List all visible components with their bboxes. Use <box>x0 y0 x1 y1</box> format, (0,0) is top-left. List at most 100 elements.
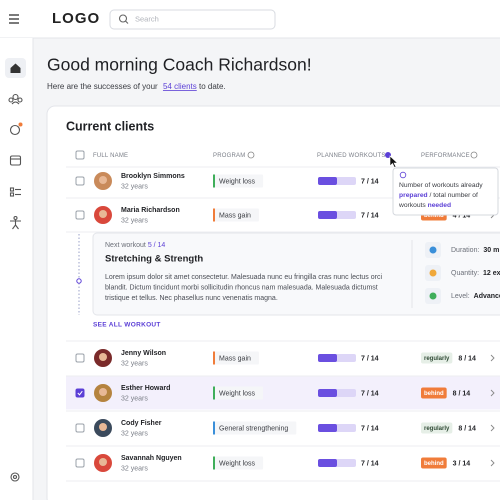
search-box[interactable] <box>109 9 276 30</box>
tooltip-text: / total number of <box>429 192 477 199</box>
tooltip-box <box>392 167 499 216</box>
row-checkbox[interactable] <box>75 210 85 220</box>
next-workout: Next workout 5 / 14 <box>105 242 165 249</box>
nav-exercise[interactable] <box>10 215 21 230</box>
program-bar <box>213 208 215 222</box>
program-badge <box>213 421 297 435</box>
detail-value: Advance <box>474 293 500 300</box>
tooltip-line: prepared / total number of <box>399 192 478 199</box>
avatar-face <box>99 210 107 218</box>
workout-description: Lorem ipsum dolor sit amet consectetur. … <box>105 274 382 281</box>
performance-badge <box>421 422 453 434</box>
row-checkbox[interactable] <box>75 388 85 398</box>
performance-badge <box>421 457 447 469</box>
clients-link[interactable]: 54 clients <box>163 82 197 91</box>
program-bar <box>213 351 215 365</box>
planned-workouts: 7 / 14 <box>361 178 379 185</box>
avatar-face <box>99 423 107 431</box>
program: Mass gain <box>219 212 251 219</box>
detail-label: Quantity: <box>451 270 479 277</box>
performance-badge <box>421 387 447 399</box>
greeting-subtitle: Here are the successes of your 54 client… <box>47 82 226 91</box>
client-age: 32 years <box>121 217 148 224</box>
program-badge <box>213 174 264 188</box>
avatar-face <box>99 388 107 396</box>
info-icon[interactable] <box>470 151 478 159</box>
planned-workouts: 7 / 14 <box>361 390 379 397</box>
nav-team[interactable] <box>8 93 23 105</box>
performance-badge <box>421 352 453 364</box>
column-header: FULL NAME <box>93 153 128 159</box>
program-badge <box>213 208 259 222</box>
row-checkbox[interactable] <box>75 176 85 186</box>
card-title: Current clients <box>66 119 154 133</box>
row-chevron[interactable] <box>490 354 495 362</box>
row-chevron[interactable] <box>490 459 495 467</box>
nav-calendar[interactable] <box>9 155 22 166</box>
nav-settings[interactable] <box>10 472 20 482</box>
program: Weight loss <box>219 460 256 467</box>
performance: 3 / 14 <box>453 460 471 467</box>
tooltip-text: workouts <box>398 202 426 209</box>
progress-fill <box>318 389 337 397</box>
detail-icon-glyph <box>429 269 437 277</box>
subtitle-text: Here are the successes of your <box>47 82 158 91</box>
search-icon <box>118 14 128 23</box>
performance-status: regularly <box>424 426 450 432</box>
program-bar <box>213 386 215 400</box>
row-checkbox[interactable] <box>75 423 85 433</box>
performance-status: regularly <box>424 356 450 362</box>
progress-fill <box>318 424 337 432</box>
see-all-link[interactable]: SEE ALL WORKOUT <box>93 322 161 329</box>
info-icon[interactable] <box>247 151 255 159</box>
next-workout-value: 5 / 14 <box>148 242 166 249</box>
workout-panel <box>92 232 500 316</box>
program: General strengthening <box>219 425 288 432</box>
row-chevron[interactable] <box>490 424 495 432</box>
tooltip-text: Number of workouts already <box>399 182 483 189</box>
planned-workouts: 7 / 14 <box>361 425 379 432</box>
select-all-checkbox[interactable] <box>75 150 85 160</box>
program: Weight loss <box>219 390 256 397</box>
program-bar <box>213 174 215 188</box>
planned-workouts: 7 / 14 <box>361 355 379 362</box>
program-bar <box>213 456 215 470</box>
nav-home[interactable] <box>10 63 21 74</box>
cursor <box>389 155 399 168</box>
program: Weight loss <box>219 178 256 185</box>
avatar-face <box>99 353 107 361</box>
detail-icon-glyph <box>429 246 437 254</box>
nav-list[interactable] <box>9 187 22 197</box>
performance: 8 / 14 <box>458 355 476 362</box>
info-icon-active[interactable] <box>385 152 391 158</box>
tooltip-line: Number of workouts already <box>399 182 483 189</box>
logo: LOGO <box>52 10 100 27</box>
column-header: PERFORMANCE <box>421 153 470 159</box>
detail: Level: Advance <box>451 293 500 300</box>
nav-messages[interactable] <box>9 124 21 136</box>
performance-status: behind <box>424 391 444 397</box>
detail-icon-glyph <box>429 292 437 300</box>
detail: Quantity: 12 ex <box>451 270 500 277</box>
progress-fill <box>318 211 337 219</box>
tooltip: Number of workouts already prepared / to… <box>392 167 499 216</box>
detail-label: Level: <box>451 293 470 300</box>
row-checkbox[interactable] <box>75 353 85 363</box>
row-checkbox[interactable] <box>75 458 85 468</box>
planned-workouts: 7 / 14 <box>361 212 379 219</box>
next-workout-label: Next workout <box>105 242 146 249</box>
avatar-face <box>99 176 107 184</box>
detail-label: Duration: <box>451 247 479 254</box>
progress-fill <box>318 354 337 362</box>
search-icon <box>125 20 129 24</box>
client-age: 32 years <box>121 395 148 402</box>
tooltip-highlight: needed <box>428 202 451 209</box>
client-name: Brooklyn Simmons <box>121 173 185 180</box>
client-age: 32 years <box>121 465 148 472</box>
performance-status: behind <box>424 213 444 219</box>
row-chevron[interactable] <box>490 389 495 397</box>
workout-description: tristique et tellus. Nec phasellus nunc … <box>105 295 278 302</box>
program-badge <box>213 456 264 470</box>
menu-button[interactable] <box>9 14 19 24</box>
